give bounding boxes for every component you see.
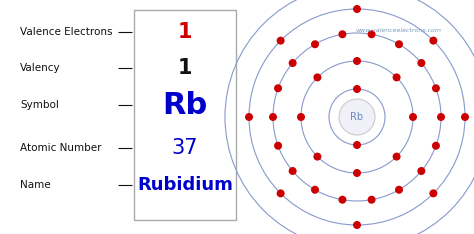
Circle shape xyxy=(353,5,361,13)
Circle shape xyxy=(245,113,253,121)
Circle shape xyxy=(409,113,417,121)
Circle shape xyxy=(353,141,361,149)
Circle shape xyxy=(289,59,297,67)
Bar xyxy=(134,10,236,220)
Text: Valency: Valency xyxy=(20,63,61,73)
Circle shape xyxy=(429,189,438,197)
Circle shape xyxy=(311,40,319,48)
Text: Name: Name xyxy=(20,180,51,190)
Text: Valence Electrons: Valence Electrons xyxy=(20,27,112,37)
Circle shape xyxy=(277,189,284,197)
Circle shape xyxy=(274,142,282,150)
Circle shape xyxy=(367,30,375,38)
Circle shape xyxy=(353,221,361,229)
Text: Atomic Number: Atomic Number xyxy=(20,143,101,153)
Circle shape xyxy=(339,99,375,135)
Circle shape xyxy=(432,84,440,92)
Circle shape xyxy=(367,196,375,204)
Text: Rubidium: Rubidium xyxy=(137,176,233,194)
Text: Rb: Rb xyxy=(163,91,208,120)
Circle shape xyxy=(289,167,297,175)
Circle shape xyxy=(313,153,321,161)
Circle shape xyxy=(353,57,361,65)
Text: Symbol: Symbol xyxy=(20,100,59,110)
Circle shape xyxy=(432,142,440,150)
Circle shape xyxy=(461,113,469,121)
Circle shape xyxy=(392,73,401,81)
Circle shape xyxy=(353,169,361,177)
Circle shape xyxy=(353,85,361,93)
Circle shape xyxy=(417,167,425,175)
Circle shape xyxy=(297,113,305,121)
Circle shape xyxy=(338,30,346,38)
Circle shape xyxy=(417,59,425,67)
Text: www.valenceelectrons.com: www.valenceelectrons.com xyxy=(355,28,441,33)
Circle shape xyxy=(313,73,321,81)
Text: 1: 1 xyxy=(178,58,192,78)
Circle shape xyxy=(277,37,284,45)
Circle shape xyxy=(395,40,403,48)
Text: 37: 37 xyxy=(172,138,198,158)
Circle shape xyxy=(392,153,401,161)
Circle shape xyxy=(269,113,277,121)
Circle shape xyxy=(311,186,319,194)
Circle shape xyxy=(274,84,282,92)
Circle shape xyxy=(437,113,445,121)
Circle shape xyxy=(395,186,403,194)
Text: 1: 1 xyxy=(178,22,192,42)
Circle shape xyxy=(429,37,438,45)
Circle shape xyxy=(338,196,346,204)
Text: Rb: Rb xyxy=(350,112,364,122)
